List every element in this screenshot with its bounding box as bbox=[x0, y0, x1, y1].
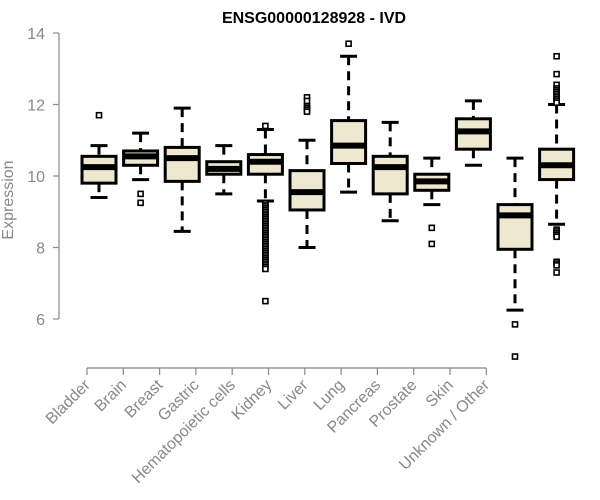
outlier-point bbox=[428, 240, 436, 248]
iqr-box bbox=[330, 119, 368, 165]
y-axis: 6 8 10 12 14 bbox=[27, 26, 60, 329]
outlier-point bbox=[553, 70, 560, 78]
x-tick-label: Kidney bbox=[229, 377, 276, 424]
box-pancreas bbox=[413, 156, 451, 248]
outlier-point bbox=[137, 199, 144, 207]
x-tick-label: Liver bbox=[275, 376, 312, 413]
box-hematopoietic-cells bbox=[246, 122, 284, 305]
box-unknown-other bbox=[538, 52, 576, 276]
chart-title: ENSG00000128928 - IVD bbox=[222, 10, 406, 27]
box-bladder bbox=[80, 111, 118, 199]
box-brain bbox=[122, 131, 160, 207]
boxes-group bbox=[80, 40, 576, 360]
iqr-box bbox=[371, 154, 409, 196]
y-tick-label: 12 bbox=[27, 98, 45, 115]
box-prostate bbox=[454, 99, 492, 167]
box-skin bbox=[496, 156, 534, 360]
y-tick-label: 8 bbox=[36, 241, 45, 258]
box-breast bbox=[163, 106, 201, 233]
y-tick-label: 14 bbox=[27, 26, 45, 43]
y-tick-label: 10 bbox=[27, 169, 45, 186]
outlier-point bbox=[95, 111, 103, 119]
outlier-point bbox=[553, 52, 560, 60]
iqr-box bbox=[496, 203, 534, 251]
box-kidney bbox=[288, 94, 326, 249]
outlier-point bbox=[553, 262, 560, 269]
outlier-point bbox=[137, 190, 144, 198]
y-tick-label: 6 bbox=[36, 312, 45, 329]
box-liver bbox=[330, 40, 368, 194]
box-gastric bbox=[205, 144, 243, 196]
outlier-point bbox=[553, 233, 560, 241]
box-lung bbox=[371, 120, 409, 223]
x-tick-label: Bladder bbox=[43, 376, 94, 427]
outlier-point bbox=[262, 297, 269, 305]
outlier-point bbox=[428, 224, 436, 232]
iqr-box bbox=[163, 145, 201, 183]
outlier-point bbox=[262, 122, 269, 130]
outlier-point bbox=[553, 269, 560, 276]
outlier-point bbox=[345, 40, 352, 48]
outlier-point bbox=[511, 353, 519, 360]
outlier-point bbox=[303, 97, 311, 105]
outlier-point bbox=[553, 99, 560, 107]
outlier-point bbox=[303, 108, 311, 115]
outlier-point bbox=[511, 321, 519, 328]
outlier-point bbox=[262, 265, 269, 273]
y-axis-label: Expression bbox=[0, 160, 17, 239]
